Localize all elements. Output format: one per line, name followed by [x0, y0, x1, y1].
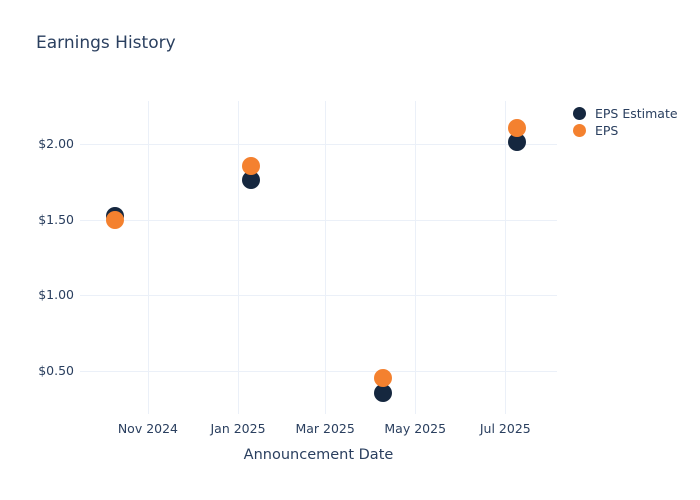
x-tick-label: Nov 2024 — [117, 421, 179, 436]
x-gridline — [415, 101, 417, 414]
y-gridline — [80, 143, 557, 145]
legend-item-eps[interactable]: EPS — [573, 122, 678, 139]
x-tick-label: Jul 2025 — [479, 421, 531, 436]
x-gridline — [505, 101, 507, 414]
y-tick-label: $1.50 — [38, 211, 74, 227]
x-tick-label: May 2025 — [384, 421, 447, 436]
legend-label: EPS — [595, 123, 619, 138]
x-axis-title: Announcement Date — [243, 447, 394, 463]
y-gridline — [80, 219, 557, 221]
data-point-eps[interactable] — [508, 119, 527, 138]
data-point-eps[interactable] — [373, 368, 392, 387]
eps-estimate-marker-icon — [573, 107, 586, 120]
data-point-eps[interactable] — [242, 157, 261, 176]
y-tick-label: $0.50 — [38, 363, 74, 379]
legend: EPS Estimate EPS — [573, 105, 678, 139]
y-tick-label: $2.00 — [38, 135, 74, 151]
x-tick-label: Jan 2025 — [210, 421, 266, 436]
data-point-eps-estimate[interactable] — [373, 383, 392, 402]
y-gridline — [80, 371, 557, 373]
chart-title: Earnings History — [36, 33, 176, 53]
eps-marker-icon — [573, 124, 586, 137]
data-point-eps-estimate[interactable] — [508, 133, 527, 152]
x-gridline — [238, 101, 239, 414]
y-gridline — [80, 295, 557, 297]
x-gridline — [147, 101, 149, 414]
legend-item-eps-estimate[interactable]: EPS Estimate — [573, 105, 678, 122]
plot-area[interactable] — [80, 101, 557, 414]
y-tick-label: $1.00 — [38, 287, 74, 303]
x-gridline — [325, 101, 327, 414]
legend-label: EPS Estimate — [595, 106, 678, 121]
data-point-eps-estimate[interactable] — [242, 171, 261, 189]
x-tick-label: Mar 2025 — [295, 421, 355, 436]
data-point-eps[interactable] — [106, 210, 125, 229]
